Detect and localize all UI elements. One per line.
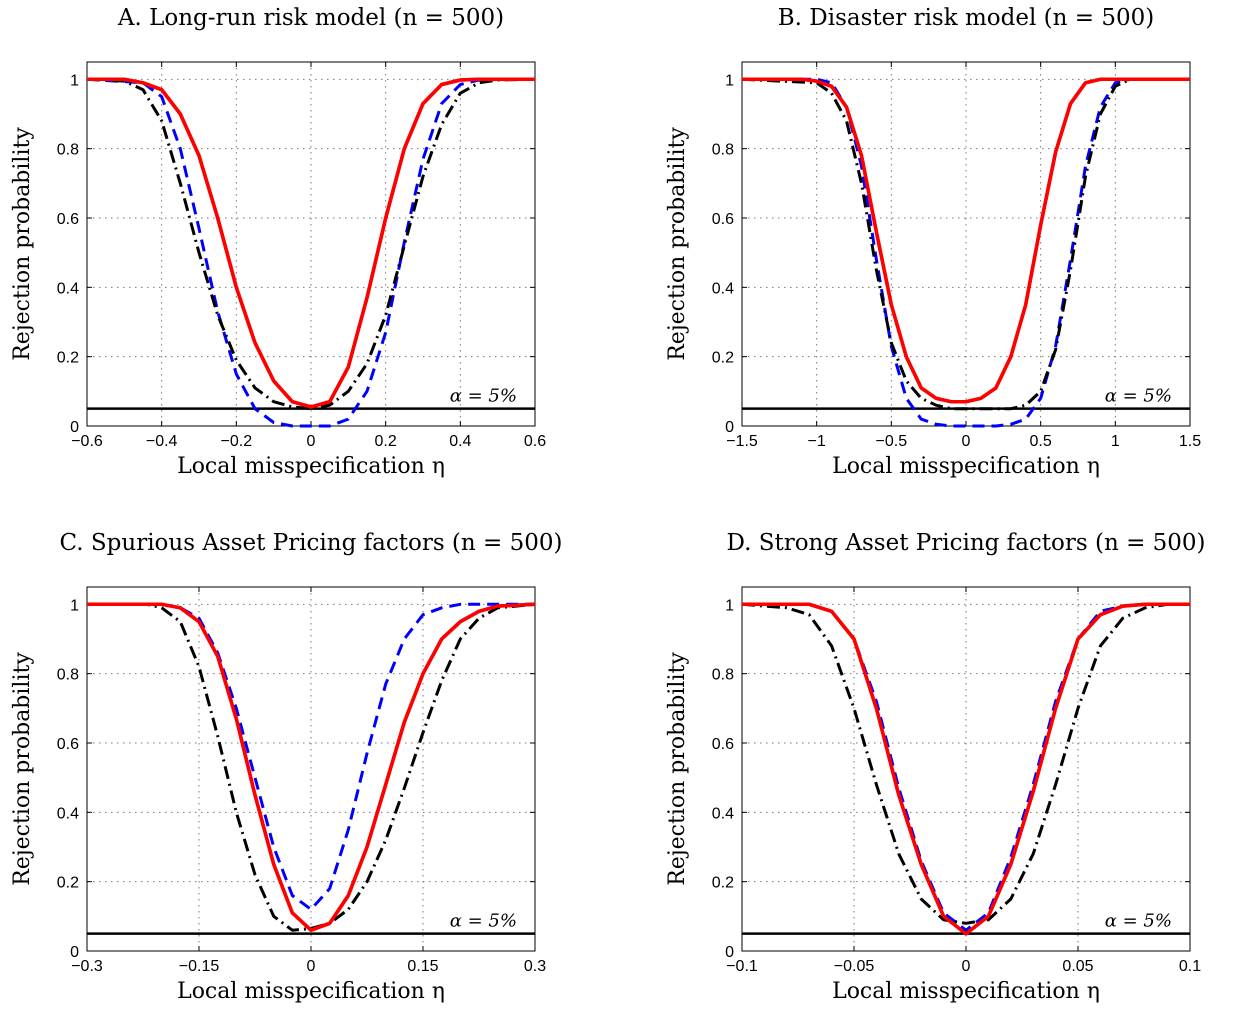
y-tick-label: 0.6 (57, 211, 79, 228)
x-tick-label: 0 (307, 433, 316, 450)
x-axis-label: Local misspecification η (177, 979, 445, 1004)
x-tick-label: 0.15 (407, 958, 438, 975)
alpha-reference-label: α = 5% (1105, 386, 1172, 407)
y-tick-label: 0.8 (712, 142, 734, 159)
y-tick-label: 0.2 (57, 350, 79, 367)
series-line-dashed (742, 77, 1190, 428)
chart-title: D. Strong Asset Pricing factors (n = 500… (726, 530, 1205, 556)
chart-panel-c: −0.3 −0.15 0 0.15 0.3 0 0.2 0.4 0.6 0.8 1 α = 5% C. … (10, 530, 562, 1004)
x-tick-label: 1.5 (1179, 433, 1201, 450)
y-tick-label: 0 (725, 944, 734, 961)
x-tick-label: −0.3 (71, 958, 103, 975)
series-line-solid-top (742, 602, 1190, 936)
x-tick-label: 0.2 (375, 433, 397, 450)
y-tick-label: 0 (725, 419, 734, 436)
y-tick-label: 0.8 (57, 667, 79, 684)
x-tick-label: 1 (1111, 433, 1120, 450)
y-tick-label: 0.4 (57, 280, 79, 297)
x-tick-label: −0.5 (876, 433, 908, 450)
y-tick-label: 1 (70, 597, 79, 614)
y-tick-label: 0.8 (712, 667, 734, 684)
x-tick-label: 0.3 (524, 958, 546, 975)
x-tick-label: −1.5 (726, 433, 758, 450)
y-tick-label: 0.2 (712, 350, 734, 367)
x-tick-label: 0 (307, 958, 316, 975)
x-tick-label: 0.05 (1062, 958, 1093, 975)
series-line-solid (742, 77, 1190, 404)
x-tick-label: 0 (962, 958, 971, 975)
y-tick-label: 0.2 (712, 875, 734, 892)
chart-title: C. Spurious Asset Pricing factors (n = 5… (60, 530, 563, 556)
x-tick-label: −0.1 (726, 958, 758, 975)
y-tick-label: 0.4 (712, 280, 734, 297)
alpha-reference-label: α = 5% (450, 386, 517, 407)
series-line-dashed (87, 77, 535, 428)
x-tick-label: 0.5 (1030, 433, 1052, 450)
x-tick-label: −0.4 (146, 433, 178, 450)
y-axis-label: Rejection probability (665, 127, 690, 361)
alpha-reference-label: α = 5% (450, 911, 517, 932)
series-line-dashdot (87, 77, 535, 411)
x-tick-label: 0.4 (449, 433, 471, 450)
y-tick-label: 0.4 (712, 805, 734, 822)
x-tick-label: −0.05 (834, 958, 875, 975)
chart-title: A. Long-run risk model (n = 500) (117, 5, 504, 31)
y-tick-label: 0.4 (57, 805, 79, 822)
x-axis-label: Local misspecification η (177, 454, 445, 479)
series-line-solid-top (87, 602, 535, 932)
y-tick-label: 0.8 (57, 142, 79, 159)
y-tick-label: 0.6 (57, 736, 79, 753)
x-tick-label: −0.2 (221, 433, 253, 450)
x-axis-label: Local misspecification η (832, 454, 1100, 479)
x-axis-label: Local misspecification η (832, 979, 1100, 1004)
series-line-solid-top (87, 77, 535, 409)
chart-panel-a: −0.6 −0.4 −0.2 0 0.2 0.4 0.6 0 0.2 0.4 0.6 0.8 1 α = … (10, 5, 546, 479)
x-tick-label: −0.15 (179, 958, 220, 975)
y-axis-label: Rejection probability (665, 652, 690, 886)
chart-panel-d: −0.1 −0.05 0 0.05 0.1 0 0.2 0.4 0.6 0.8 1 α = 5% D. … (665, 530, 1206, 1004)
y-axis-label: Rejection probability (10, 127, 35, 361)
y-tick-label: 1 (725, 72, 734, 89)
chart-panel-b: −1.5 −1 −0.5 0 0.5 1 1.5 0 0.2 0.4 0.6 0.8 1 α = 5% B.… (665, 5, 1201, 479)
series-line-dashdot (742, 602, 1190, 925)
y-tick-label: 0 (70, 944, 79, 961)
alpha-reference-label: α = 5% (1105, 911, 1172, 932)
y-tick-label: 1 (725, 597, 734, 614)
series-line-dashdot (742, 77, 1190, 411)
chart-title: B. Disaster risk model (n = 500) (778, 5, 1154, 31)
y-tick-label: 0.6 (712, 736, 734, 753)
x-tick-label: 0.1 (1179, 958, 1201, 975)
x-tick-label: 0 (962, 433, 971, 450)
x-tick-label: −1 (808, 433, 826, 450)
y-axis-label: Rejection probability (10, 652, 35, 886)
y-tick-label: 0.2 (57, 875, 79, 892)
series-line-solid-top (742, 77, 1190, 404)
y-tick-label: 0 (70, 419, 79, 436)
x-tick-label: −0.6 (71, 433, 103, 450)
y-tick-label: 1 (70, 72, 79, 89)
y-tick-label: 0.6 (712, 211, 734, 228)
x-tick-label: 0.6 (524, 433, 546, 450)
